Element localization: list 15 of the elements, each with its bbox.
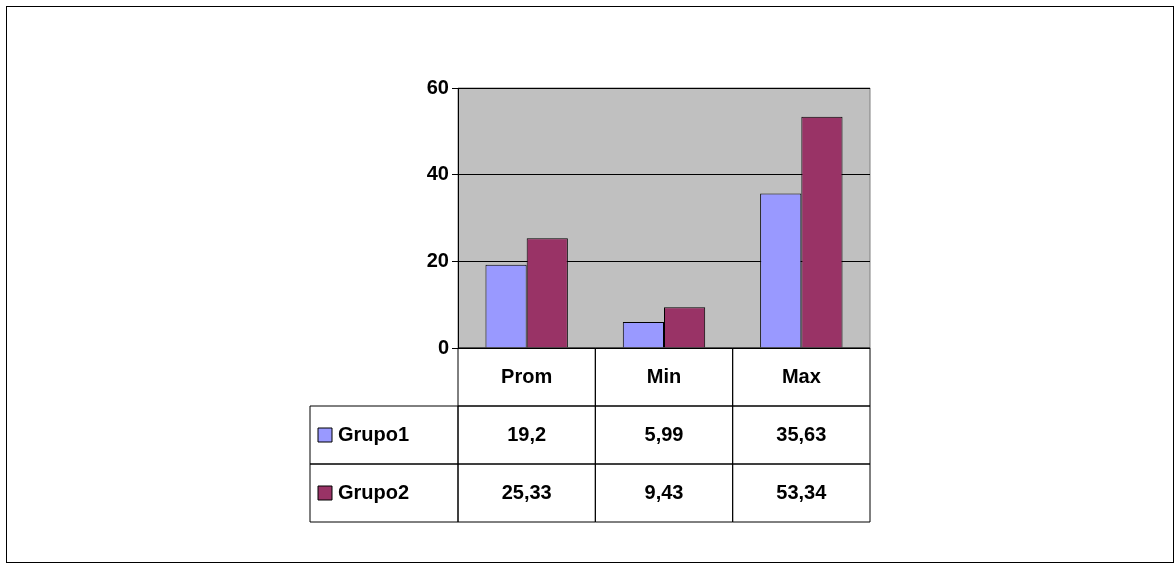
text: 5,99 bbox=[644, 422, 684, 445]
y-tick-label: 20 bbox=[426, 248, 449, 271]
legend-label: Grupo2 bbox=[338, 480, 410, 503]
legend-label: Grupo1 bbox=[338, 422, 410, 445]
x-tick-label: Max bbox=[781, 364, 821, 387]
y-tick-label: 60 bbox=[426, 75, 449, 98]
y-tick-label: 0 bbox=[437, 335, 449, 358]
text: 35,63 bbox=[776, 422, 827, 445]
text: 25,33 bbox=[501, 480, 552, 503]
x-tick-label: Prom bbox=[501, 364, 553, 387]
text: 9,43 bbox=[644, 480, 684, 503]
x-tick-label: Min bbox=[646, 364, 682, 387]
text: 53,34 bbox=[776, 480, 827, 503]
text: 19,2 bbox=[507, 422, 547, 445]
y-tick-label: 40 bbox=[426, 162, 449, 185]
